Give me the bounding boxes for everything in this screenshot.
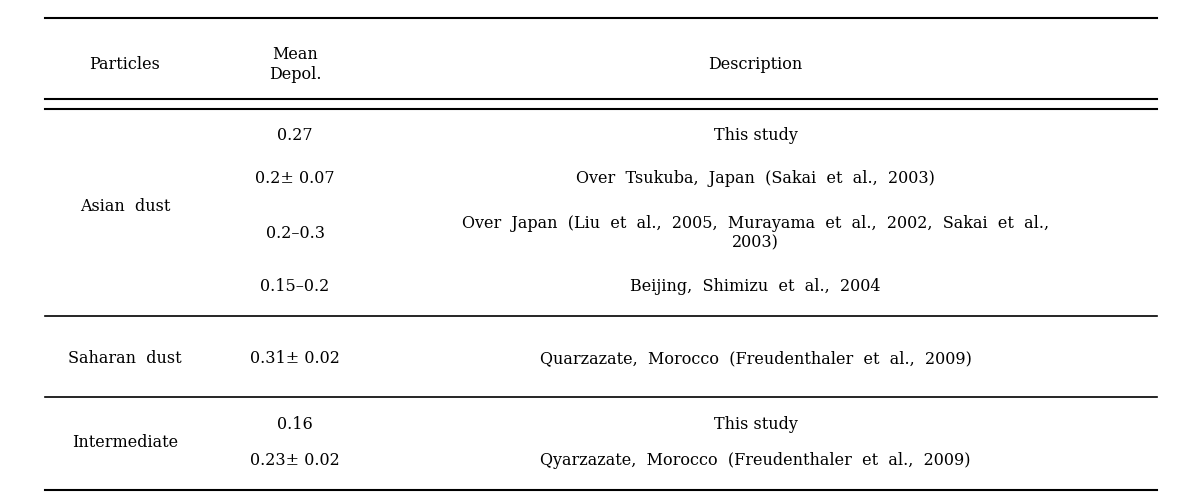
Text: This study: This study <box>714 127 797 144</box>
Text: 0.27: 0.27 <box>277 127 313 144</box>
Text: 0.2± 0.07: 0.2± 0.07 <box>256 169 334 186</box>
Text: 0.23± 0.02: 0.23± 0.02 <box>250 451 340 468</box>
Text: Mean
Depol.: Mean Depol. <box>269 46 321 82</box>
Text: Beijing,  Shimizu  et  al.,  2004: Beijing, Shimizu et al., 2004 <box>631 277 881 294</box>
Text: Over  Tsukuba,  Japan  (Sakai  et  al.,  2003): Over Tsukuba, Japan (Sakai et al., 2003) <box>576 169 935 186</box>
Text: 0.15–0.2: 0.15–0.2 <box>261 277 330 294</box>
Text: This study: This study <box>714 415 797 432</box>
Text: Intermediate: Intermediate <box>71 433 178 450</box>
Text: 0.31± 0.02: 0.31± 0.02 <box>250 350 340 367</box>
Text: Over  Japan  (Liu  et  al.,  2005,  Murayama  et  al.,  2002,  Sakai  et  al.,
2: Over Japan (Liu et al., 2005, Murayama e… <box>462 215 1050 251</box>
Text: Saharan  dust: Saharan dust <box>68 350 182 367</box>
Text: Quarzazate,  Morocco  (Freudenthaler  et  al.,  2009): Quarzazate, Morocco (Freudenthaler et al… <box>540 350 971 367</box>
Text: 0.2–0.3: 0.2–0.3 <box>265 224 325 241</box>
Text: Particles: Particles <box>89 56 161 73</box>
Text: 0.16: 0.16 <box>277 415 313 432</box>
Text: Asian  dust: Asian dust <box>80 198 170 215</box>
Text: Qyarzazate,  Morocco  (Freudenthaler  et  al.,  2009): Qyarzazate, Morocco (Freudenthaler et al… <box>540 451 971 468</box>
Text: Description: Description <box>708 56 803 73</box>
